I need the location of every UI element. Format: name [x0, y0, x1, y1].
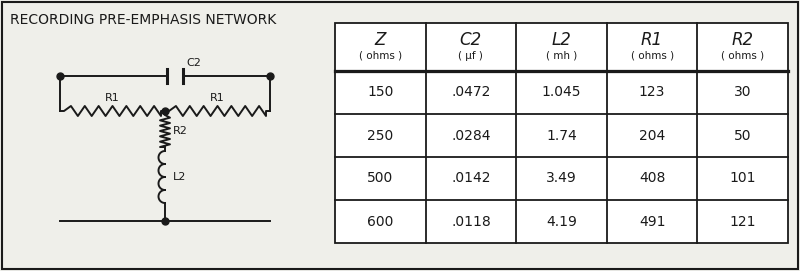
- Text: ( ohms ): ( ohms ): [721, 51, 764, 61]
- Text: R1: R1: [641, 31, 663, 49]
- Text: 50: 50: [734, 128, 751, 143]
- Text: Z: Z: [374, 31, 386, 49]
- Text: 250: 250: [367, 128, 394, 143]
- Text: 491: 491: [639, 215, 666, 228]
- Text: .0472: .0472: [451, 85, 490, 99]
- Text: ( ohms ): ( ohms ): [630, 51, 674, 61]
- Text: R2: R2: [732, 31, 754, 49]
- Text: 150: 150: [367, 85, 394, 99]
- Text: 500: 500: [367, 172, 394, 186]
- Text: 408: 408: [639, 172, 666, 186]
- Text: .0284: .0284: [451, 128, 490, 143]
- Text: C2: C2: [186, 58, 201, 68]
- Text: 3.49: 3.49: [546, 172, 577, 186]
- Text: 204: 204: [639, 128, 666, 143]
- Text: 1.045: 1.045: [542, 85, 582, 99]
- Text: R1: R1: [210, 93, 225, 103]
- Text: ( mh ): ( mh ): [546, 51, 577, 61]
- Bar: [335, 23, 788, 243]
- Text: 101: 101: [730, 172, 756, 186]
- Text: ( ohms ): ( ohms ): [358, 51, 402, 61]
- Text: 4.19: 4.19: [546, 215, 577, 228]
- Text: 1.74: 1.74: [546, 128, 577, 143]
- Text: C2: C2: [460, 31, 482, 49]
- Text: R1: R1: [105, 93, 120, 103]
- Text: R2: R2: [173, 126, 188, 136]
- Text: .0142: .0142: [451, 172, 490, 186]
- Text: 123: 123: [639, 85, 666, 99]
- Text: ( μf ): ( μf ): [458, 51, 483, 61]
- Text: 121: 121: [730, 215, 756, 228]
- Text: L2: L2: [173, 172, 186, 182]
- Text: 30: 30: [734, 85, 751, 99]
- Text: 600: 600: [367, 215, 394, 228]
- Text: .0118: .0118: [451, 215, 490, 228]
- Text: RECORDING PRE-EMPHASIS NETWORK: RECORDING PRE-EMPHASIS NETWORK: [10, 13, 276, 27]
- Text: L2: L2: [551, 31, 571, 49]
